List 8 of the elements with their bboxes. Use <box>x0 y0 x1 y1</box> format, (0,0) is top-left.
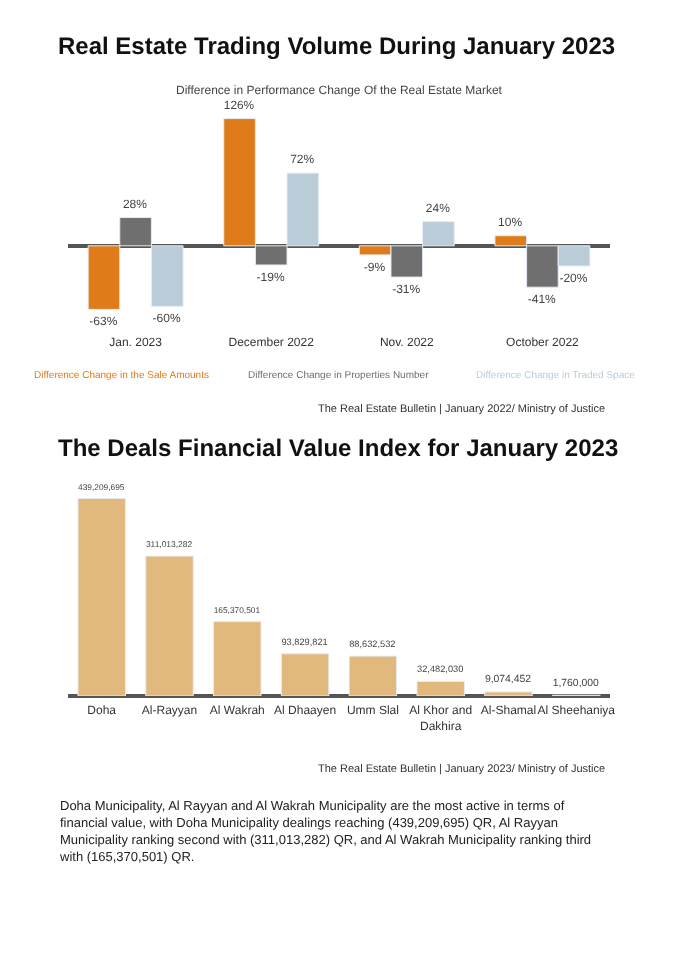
bar <box>416 680 465 696</box>
bar <box>348 655 398 696</box>
bar <box>145 555 194 696</box>
chart-title: Real Estate Trading Volume During January 2023 <box>58 32 616 60</box>
chart-title: The Deals Financial Value Index for January 2023 <box>58 434 619 462</box>
bar <box>77 497 126 696</box>
bar <box>280 653 330 696</box>
bar <box>213 621 262 696</box>
